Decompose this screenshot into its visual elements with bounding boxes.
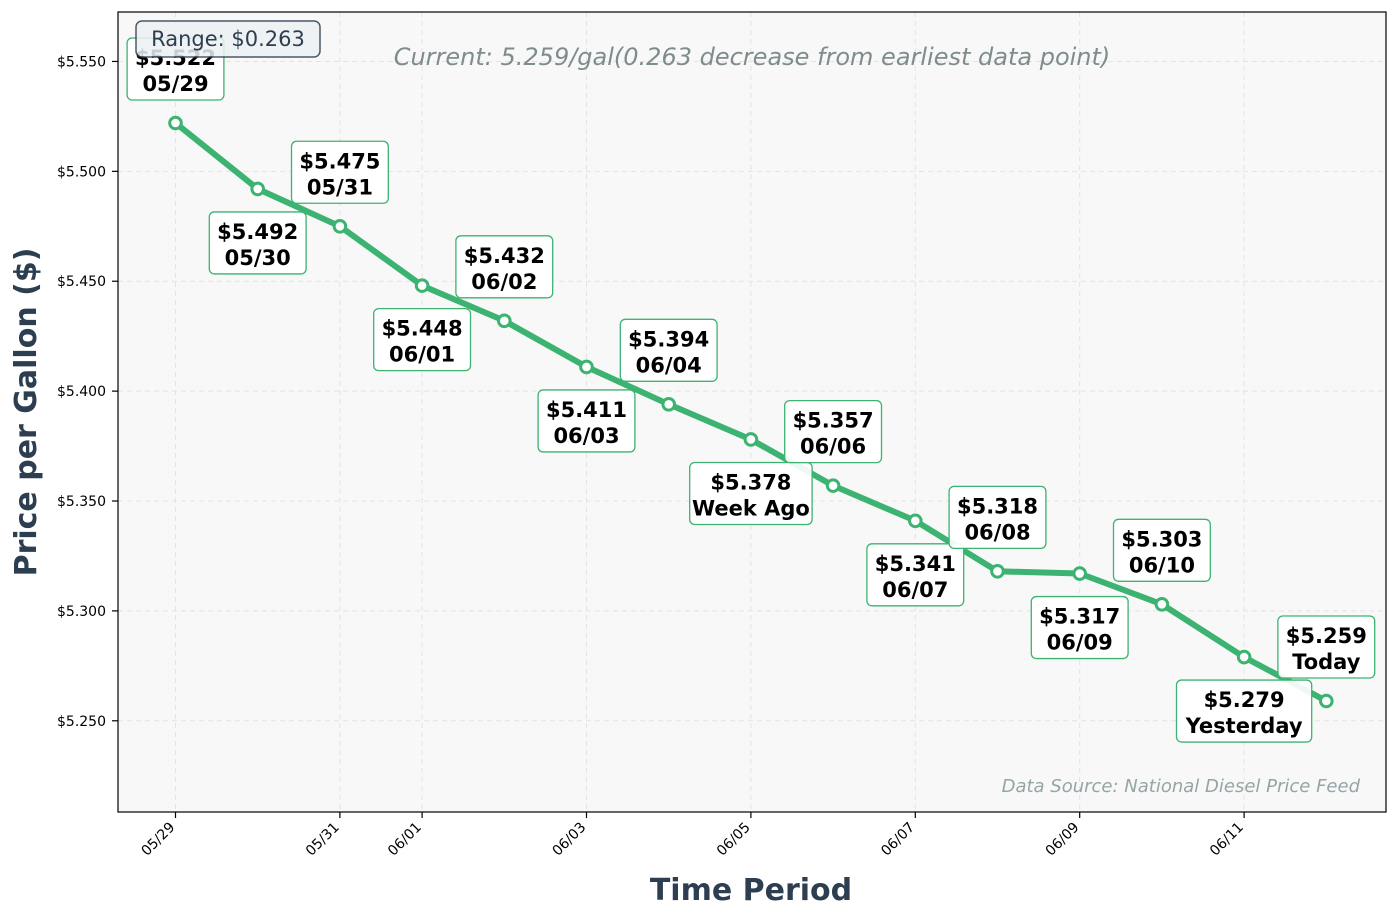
x-tick-label: 06/03 (549, 820, 589, 860)
point-label-caption: 06/03 (553, 424, 619, 448)
point-label-caption: 06/08 (964, 520, 1030, 544)
point-label-price: $5.318 (957, 494, 1038, 518)
plot-frame (117, 11, 1387, 813)
x-tick-label: 06/11 (1207, 820, 1247, 860)
y-tick-label: $5.550 (57, 54, 106, 70)
point-label-price: $5.303 (1121, 527, 1202, 551)
point-label-price: $5.432 (464, 244, 545, 268)
point-label-box (948, 485, 1047, 549)
data-point-marker (497, 313, 512, 329)
point-label-box (784, 399, 883, 464)
data-point-marker (1236, 649, 1252, 665)
data-point-marker (168, 115, 183, 131)
point-label-caption: Yesterday (1185, 714, 1303, 738)
point-label-box (1277, 615, 1376, 679)
y-axis-title: Price per Gallon ($) (9, 248, 44, 577)
point-label-caption: 06/09 (1047, 631, 1113, 655)
point-label-price: $5.475 (299, 149, 380, 173)
point-labels: $5.52205/29$5.49205/30$5.47505/31$5.4480… (126, 37, 1376, 743)
x-axis-ticks: 05/29 05/31 06/01 06/03 06/05 06/07 06/09 06/11 (138, 812, 1247, 860)
point-label-box (208, 211, 307, 275)
x-axis-title: Time Period (650, 873, 852, 908)
point-label-price: $5.448 (382, 317, 463, 341)
data-point-marker (414, 278, 430, 293)
point-label-box (373, 307, 472, 372)
point-markers (168, 115, 1334, 709)
current-price-note: Current: 5.259/gal(0.263 decrease from e… (394, 43, 1111, 71)
x-tick-label: 06/09 (1043, 820, 1083, 860)
point-label-box (1175, 679, 1313, 743)
data-point-marker (990, 564, 1005, 579)
data-source-note: Data Source: National Diesel Price Feed (1002, 776, 1361, 797)
point-label-box (866, 543, 965, 607)
data-point-marker (250, 181, 266, 197)
point-label-caption: 06/04 (636, 353, 702, 377)
point-label-price: $5.394 (628, 327, 709, 351)
point-label-caption: Today (1292, 650, 1361, 674)
point-label-box (1112, 518, 1211, 582)
point-label-price: $5.411 (546, 398, 627, 422)
point-label-caption: 06/10 (1129, 553, 1195, 577)
data-point-marker (332, 218, 348, 234)
point-label-caption: 06/07 (882, 578, 948, 602)
point-label-price: $5.357 (793, 409, 874, 433)
point-label-caption: 05/29 (142, 72, 208, 96)
point-label-caption: Week Ago (692, 496, 810, 520)
point-label-price: $5.279 (1204, 688, 1285, 712)
y-tick-label: $5.450 (57, 274, 106, 290)
data-point-marker (1072, 566, 1087, 581)
x-tick-label: 06/07 (878, 820, 918, 860)
point-label-box (455, 235, 554, 299)
point-label-box (689, 461, 813, 526)
data-point-marker (579, 359, 594, 375)
data-point-marker (661, 397, 677, 412)
point-label-price: $5.492 (217, 220, 298, 244)
x-tick-label: 06/01 (385, 820, 425, 860)
data-point-marker (1154, 597, 1170, 612)
point-label-price: $5.317 (1039, 605, 1120, 629)
point-label-box (537, 389, 636, 453)
y-tick-label: $5.350 (57, 494, 106, 510)
point-label-caption: 06/02 (471, 270, 537, 294)
y-tick-label: $5.400 (57, 384, 106, 400)
data-point-marker (1319, 693, 1334, 709)
point-label-box (290, 140, 389, 204)
range-box: Range: $0.263 (135, 20, 321, 58)
x-tick-label: 05/29 (138, 820, 178, 860)
point-label-price: $5.259 (1286, 624, 1367, 648)
data-point-marker (825, 478, 841, 493)
point-label-caption: 05/30 (225, 246, 291, 270)
point-label-box (619, 318, 718, 382)
range-text: Range: $0.263 (151, 27, 305, 51)
y-tick-label: $5.250 (57, 714, 106, 730)
y-tick-label: $5.500 (57, 164, 106, 180)
point-label-price: $5.341 (875, 552, 956, 576)
x-tick-label: 05/31 (303, 820, 343, 860)
x-tick-label: 06/05 (714, 820, 754, 860)
point-label-price: $5.378 (710, 470, 791, 494)
point-label-box (1030, 595, 1129, 660)
point-label-caption: 05/31 (307, 175, 373, 199)
data-point-marker (743, 432, 759, 447)
y-tick-label: $5.300 (57, 604, 106, 620)
point-label-caption: 06/06 (800, 435, 866, 459)
y-axis-ticks: $5.250 $5.300 $5.350 $5.400 $5.450 $5.500 $5.5… (57, 54, 118, 730)
point-label-caption: 06/01 (389, 343, 455, 367)
data-point-marker (908, 513, 923, 529)
